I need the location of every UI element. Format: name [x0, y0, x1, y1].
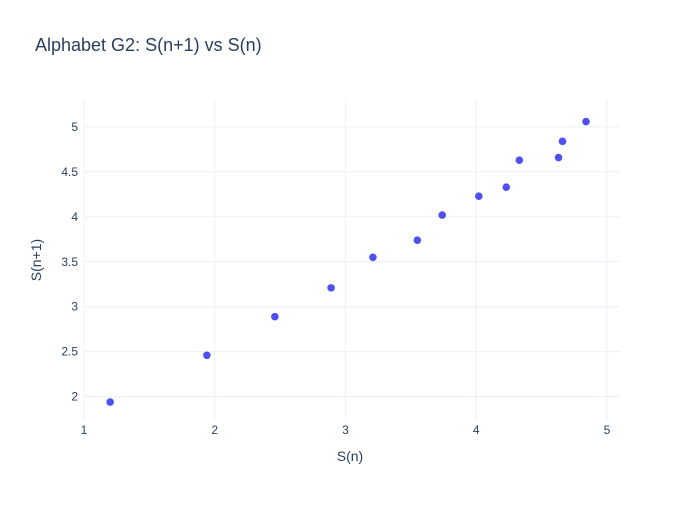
data-point-layer: [106, 117, 590, 406]
x-tick-label: 5: [604, 423, 611, 437]
y-tick-label: 3: [71, 300, 78, 314]
chart-title: Alphabet G2: S(n+1) vs S(n): [35, 35, 262, 55]
data-point[interactable]: [203, 351, 211, 360]
data-point[interactable]: [438, 211, 447, 219]
data-point[interactable]: [554, 153, 563, 162]
y-tick-label: 2.5: [61, 345, 78, 359]
data-point[interactable]: [106, 398, 114, 406]
data-point[interactable]: [271, 312, 279, 321]
data-point[interactable]: [475, 192, 483, 200]
tick-label-layer: 1 2 3 4 5 2 2.5 3 3.5 4 4.5 5: [61, 120, 610, 437]
y-axis-title: S(n+1): [28, 239, 44, 281]
data-point[interactable]: [558, 137, 567, 146]
y-tick-label: 4.5: [61, 165, 78, 179]
x-tick-label: 3: [342, 423, 349, 437]
data-point[interactable]: [582, 117, 590, 126]
data-point[interactable]: [327, 284, 335, 292]
data-point[interactable]: [413, 236, 422, 245]
data-point[interactable]: [502, 183, 511, 191]
data-point[interactable]: [369, 253, 377, 262]
y-tick-label: 3.5: [61, 255, 78, 269]
x-tick-label: 4: [473, 423, 480, 437]
y-tick-label: 5: [71, 120, 78, 134]
y-tick-label: 4: [71, 210, 78, 224]
x-axis-title: S(n): [337, 448, 363, 464]
data-point[interactable]: [515, 156, 524, 165]
x-tick-label: 1: [81, 423, 88, 437]
y-tick-label: 2: [71, 390, 78, 404]
x-tick-label: 2: [211, 423, 218, 437]
grid-layer: [83, 100, 620, 420]
